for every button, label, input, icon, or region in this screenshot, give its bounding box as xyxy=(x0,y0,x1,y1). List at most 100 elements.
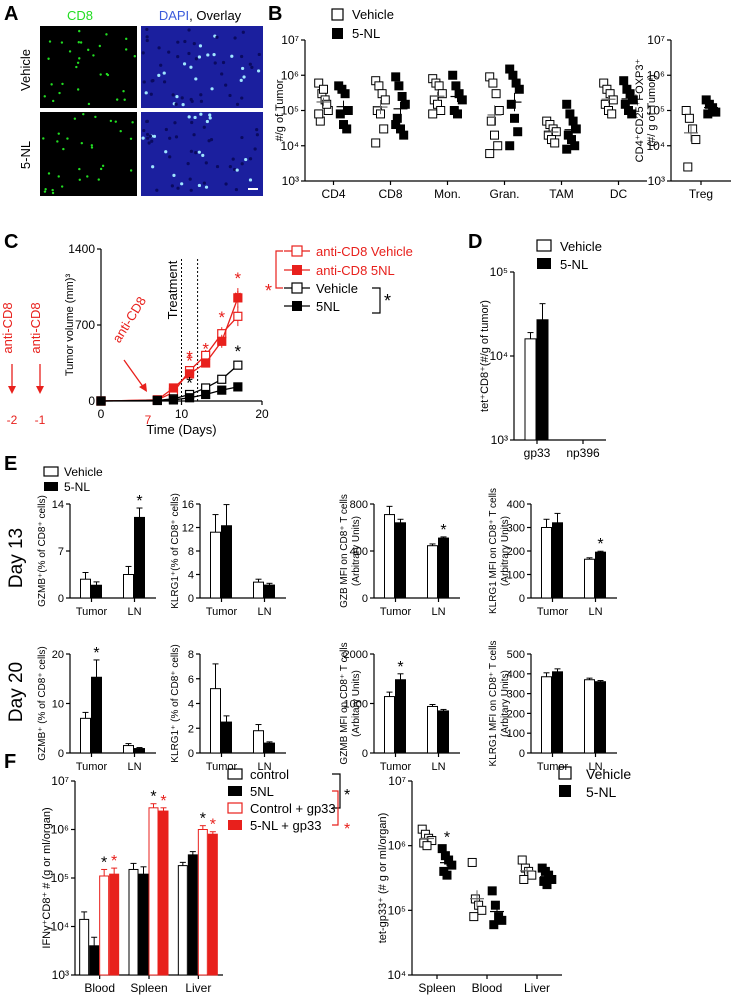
fluorescent-speck xyxy=(109,119,113,123)
fluorescent-speck xyxy=(209,138,214,142)
chart-c-point xyxy=(217,385,227,395)
fluorescent-speck xyxy=(50,83,53,86)
legend-c-black-bracket xyxy=(372,287,381,314)
fluorescent-speck xyxy=(205,119,209,124)
fluorescent-speck xyxy=(176,40,180,44)
chart-b1-point xyxy=(319,84,328,94)
fluorescent-speck xyxy=(193,115,197,120)
chart-e8-y-tick-label: 400 xyxy=(507,669,525,681)
chart-b1-point xyxy=(340,89,350,99)
chart-f1-significance-star: * xyxy=(111,853,117,870)
chart-e7-y-axis-label: GZMB MFI on CD8⁺ T cells xyxy=(339,642,350,764)
chart-b1-point xyxy=(550,138,560,148)
legend-d-5nl-marker xyxy=(537,258,551,269)
chart-e3-y-axis-label: GZB MFI on CD8⁺ T cells xyxy=(339,494,350,608)
chart-b1-point xyxy=(437,89,447,99)
fluorescent-speck xyxy=(155,188,159,192)
fluorescent-speck xyxy=(142,128,146,133)
chart-b1-y-tick-label: 10⁵ xyxy=(281,104,299,118)
chart-f1-bar xyxy=(197,829,208,976)
fluorescent-speck xyxy=(235,102,240,106)
fluorescent-speck xyxy=(145,132,150,137)
fluorescent-speck xyxy=(208,116,212,120)
legend-f1-5nl-gp33-marker xyxy=(228,820,242,830)
legend-e: Vehicle 5-NL Day 13 Day 20 xyxy=(6,465,103,722)
chart-b1-point xyxy=(493,141,503,151)
chart-e5-bar xyxy=(80,717,91,754)
chart-f2-point xyxy=(487,886,497,896)
fluorescent-speck xyxy=(171,93,175,97)
legend-f1-red-star: * xyxy=(344,821,350,838)
fluorescent-speck xyxy=(129,169,133,172)
fluorescent-speck xyxy=(199,112,203,116)
chart-e4-y-axis-label: (Arbitrary Units) xyxy=(500,516,511,586)
chart-f1-y-tick-label: 10⁴ xyxy=(50,920,69,934)
legend-c-vehicle-marker xyxy=(291,282,303,294)
legend-c-cd8-5nl-label: anti-CD8 5NL xyxy=(316,263,395,278)
fluorescent-speck xyxy=(181,102,185,107)
chart-e6-y-tick-label: 8 xyxy=(188,649,194,661)
fluorescent-speck xyxy=(248,157,253,161)
legend-f2-vehicle-marker xyxy=(558,766,572,780)
chart-b2-point xyxy=(681,106,691,115)
fluorescent-speck xyxy=(189,65,193,69)
fluorescent-speck xyxy=(48,40,52,43)
chart-b1-point xyxy=(436,106,446,115)
fluorescent-speck xyxy=(164,127,168,132)
fluorescent-speck xyxy=(167,50,171,54)
chart-c-point xyxy=(96,396,106,406)
fluorescent-speck xyxy=(201,153,205,157)
chart-d-y-axis-label: tet⁺CD8⁺(#/g of tumor) xyxy=(479,300,491,412)
chart-e5-significance-star: * xyxy=(93,645,99,662)
chart-b2-point xyxy=(688,124,698,134)
chart-c-significance-star: * xyxy=(186,373,193,392)
chart-e6-y-tick-label: 6 xyxy=(188,674,194,686)
chart-b1-point xyxy=(394,81,404,91)
arrow-day7 xyxy=(123,359,145,389)
fluorescent-speck xyxy=(87,102,91,106)
panel-label-b: B xyxy=(268,3,282,25)
chart-b2-y-tick-label: 10³ xyxy=(648,174,665,188)
chart-b1-x-tick-label: CD4 xyxy=(321,187,345,201)
chart-b2-y-axis-label: CD4⁺CD25⁺FOXP3⁺ xyxy=(634,59,646,163)
fluorescent-speck xyxy=(244,157,248,162)
legend-f1-black-bracket xyxy=(332,773,341,809)
chart-e7-y-tick-label: 0 xyxy=(362,748,368,760)
chart-e8-y-tick-label: 300 xyxy=(507,689,525,701)
panel-a-row-vehicle: Vehicle xyxy=(18,49,33,91)
chart-d-bar xyxy=(536,319,549,441)
chart-d-x-tick-label: gp33 xyxy=(524,446,551,460)
fluorescent-speck xyxy=(90,144,94,147)
chart-b1-point xyxy=(506,99,516,109)
chart-e8-y-tick-label: 0 xyxy=(519,748,525,760)
chart-b1-point xyxy=(397,91,407,101)
legend-f1-ctrl-gp33-label: Control + gp33 xyxy=(250,801,336,816)
chart-f2-y-tick-label: 10⁴ xyxy=(387,968,406,982)
chart-f2-y-tick-label: 10⁵ xyxy=(388,903,406,917)
chart-e4-y-tick-label: 100 xyxy=(507,570,525,582)
fluorescent-speck xyxy=(142,80,146,84)
fluorescent-speck xyxy=(174,135,179,139)
chart-e7-y-tick-label: 2000 xyxy=(344,649,368,661)
chart-b1-x-tick-label: TAM xyxy=(549,187,573,201)
legend-c-5nl-label: 5NL xyxy=(316,299,340,314)
fluorescent-speck xyxy=(220,72,224,76)
fluorescent-speck xyxy=(187,115,191,119)
chart-e1-y-tick-label: 0 xyxy=(58,593,64,605)
fluorescent-speck xyxy=(164,150,168,154)
fluorescent-speck xyxy=(170,184,174,188)
chart-d-y-tick-label: 10⁵ xyxy=(490,265,508,279)
chart-b1-point xyxy=(562,99,572,109)
fluorescent-speck xyxy=(78,57,81,60)
chart-b1-point xyxy=(428,109,438,119)
chart-c-point xyxy=(217,336,227,346)
chart-e6-bar xyxy=(253,730,264,754)
chart-b1-point xyxy=(434,81,444,91)
chart-c-significance-star: * xyxy=(218,308,225,327)
chart-c-y-tick-label: 0 xyxy=(88,394,95,408)
fluorescent-speck xyxy=(86,175,89,178)
chart-b1-point xyxy=(491,89,501,99)
chart-b1-point xyxy=(607,109,617,119)
chart-b1-point xyxy=(485,149,495,159)
